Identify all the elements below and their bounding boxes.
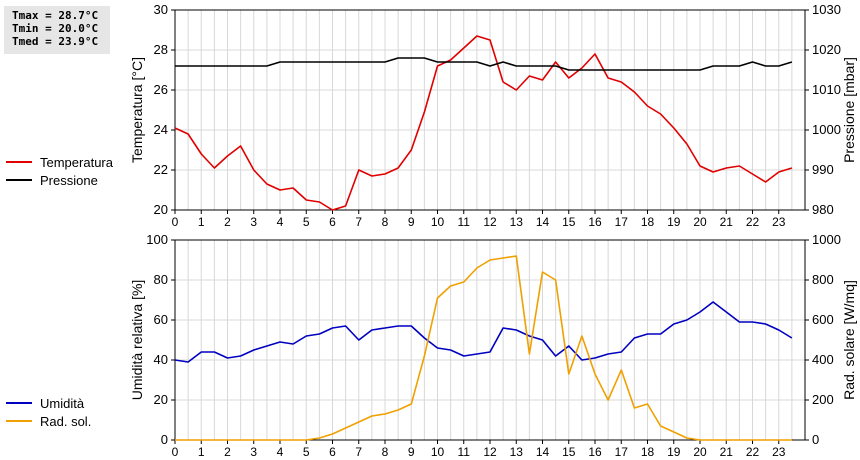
temp-xtick-label: 8: [382, 215, 389, 229]
legend-swatch-temperatura: [6, 161, 32, 163]
hum-y2tick-label: 200: [812, 392, 834, 407]
legend-label-umidita: Umidità: [40, 395, 85, 411]
temp-xtick-label: 0: [172, 215, 179, 229]
hum-xtick-label: 19: [667, 445, 681, 459]
legend-label-temperatura: Temperatura: [40, 154, 113, 170]
temp-ytick-label: 20: [154, 202, 168, 217]
hum-xtick-label: 20: [693, 445, 707, 459]
temp-xtick-label: 6: [329, 215, 336, 229]
hum-ytick-label: 80: [154, 272, 168, 287]
hum-xtick-label: 18: [641, 445, 655, 459]
temp-xtick-label: 1: [198, 215, 205, 229]
temp-series-line-1: [175, 57, 793, 71]
legend-item-umidita: Umidità: [6, 394, 91, 412]
hum-xtick-label: 8: [382, 445, 389, 459]
temp-ylabel: Temperatura [°C]: [129, 57, 145, 163]
hum-ytick-label: 20: [154, 392, 168, 407]
tmax-text: Tmax = 28.7°C: [12, 9, 99, 22]
legend-bottom: Umidità Rad. sol.: [6, 394, 91, 430]
tmin-text: Tmin = 20.0°C: [12, 22, 99, 35]
legend-item-radsol: Rad. sol.: [6, 412, 91, 430]
temp-xtick-label: 15: [562, 215, 576, 229]
hum-ytick-label: 60: [154, 312, 168, 327]
temp-xtick-label: 4: [277, 215, 284, 229]
temp-xtick-label: 10: [431, 215, 445, 229]
temp-y2tick-label: 1030: [812, 2, 841, 17]
temp-y2tick-label: 1000: [812, 122, 841, 137]
hum-xtick-label: 21: [720, 445, 734, 459]
legend-label-radsol: Rad. sol.: [40, 413, 92, 429]
hum-ylabel: Umidità relativa [%]: [129, 280, 145, 401]
temp-xtick-label: 2: [224, 215, 231, 229]
hum-xtick-label: 10: [431, 445, 445, 459]
hum-xtick-label: 13: [510, 445, 524, 459]
temp-xtick-label: 3: [250, 215, 257, 229]
hum-xtick-label: 7: [355, 445, 362, 459]
hum-y2tick-label: 1000: [812, 232, 841, 247]
temp-xtick-label: 5: [303, 215, 310, 229]
hum-xtick-label: 11: [458, 445, 471, 459]
temp-ytick-label: 30: [154, 2, 168, 17]
temp-y2tick-label: 1010: [812, 82, 841, 97]
hum-y2tick-label: 400: [812, 352, 834, 367]
hum-xtick-label: 6: [329, 445, 336, 459]
hum-y2label: Rad. solare [W/mq]: [841, 280, 857, 400]
temp-xtick-label: 19: [667, 215, 681, 229]
temp-ytick-label: 22: [154, 162, 168, 177]
legend-item-pressione: Pressione: [6, 171, 113, 189]
temp-y2label: Pressione [mbar]: [841, 57, 857, 163]
temp-xtick-label: 12: [483, 215, 497, 229]
hum-xtick-label: 12: [483, 445, 497, 459]
temp-xtick-label: 18: [641, 215, 655, 229]
temp-xtick-label: 17: [615, 215, 629, 229]
hum-y2tick-label: 800: [812, 272, 834, 287]
hum-ytick-label: 40: [154, 352, 168, 367]
legend-item-temperatura: Temperatura: [6, 153, 113, 171]
hum-xtick-label: 17: [615, 445, 629, 459]
hum-xtick-label: 5: [303, 445, 310, 459]
temp-xtick-label: 23: [772, 215, 786, 229]
legend-swatch-umidita: [6, 402, 32, 404]
stats-box: Tmax = 28.7°C Tmin = 20.0°C Tmed = 23.9°…: [4, 6, 110, 54]
temp-xtick-label: 7: [355, 215, 362, 229]
temp-xtick-label: 11: [458, 215, 471, 229]
legend-swatch-radsol: [6, 420, 32, 422]
hum-xtick-label: 14: [536, 445, 550, 459]
hum-ytick-label: 0: [161, 432, 168, 447]
hum-xtick-label: 0: [172, 445, 179, 459]
legend-label-pressione: Pressione: [40, 172, 98, 188]
temp-xtick-label: 20: [693, 215, 707, 229]
hum-ytick-label: 100: [146, 232, 168, 247]
temp-ytick-label: 24: [154, 122, 168, 137]
temp-xtick-label: 22: [746, 215, 760, 229]
hum-y2tick-label: 0: [812, 432, 819, 447]
temp-xtick-label: 21: [720, 215, 734, 229]
hum-xtick-label: 16: [588, 445, 602, 459]
hum-xtick-label: 4: [277, 445, 284, 459]
hum-y2tick-label: 600: [812, 312, 834, 327]
temp-xtick-label: 14: [536, 215, 550, 229]
hum-xtick-label: 1: [198, 445, 205, 459]
hum-xtick-label: 2: [224, 445, 231, 459]
temp-series-line-0: [174, 35, 793, 211]
legend-top: Temperatura Pressione: [6, 153, 113, 189]
temp-xtick-label: 13: [510, 215, 524, 229]
hum-xtick-label: 15: [562, 445, 576, 459]
hum-series-line-1: [175, 255, 792, 441]
tmed-text: Tmed = 23.9°C: [12, 35, 99, 48]
temp-ytick-label: 26: [154, 82, 168, 97]
hum-xtick-label: 23: [772, 445, 786, 459]
hum-xtick-label: 9: [408, 445, 415, 459]
temp-y2tick-label: 980: [812, 202, 834, 217]
temp-y2tick-label: 1020: [812, 42, 841, 57]
temp-y2tick-label: 990: [812, 162, 834, 177]
hum-series-line-0: [174, 301, 793, 363]
hum-xtick-label: 3: [250, 445, 257, 459]
temp-ytick-label: 28: [154, 42, 168, 57]
hum-xtick-label: 22: [746, 445, 760, 459]
legend-swatch-pressione: [6, 179, 32, 181]
temp-xtick-label: 9: [408, 215, 415, 229]
temp-xtick-label: 16: [588, 215, 602, 229]
